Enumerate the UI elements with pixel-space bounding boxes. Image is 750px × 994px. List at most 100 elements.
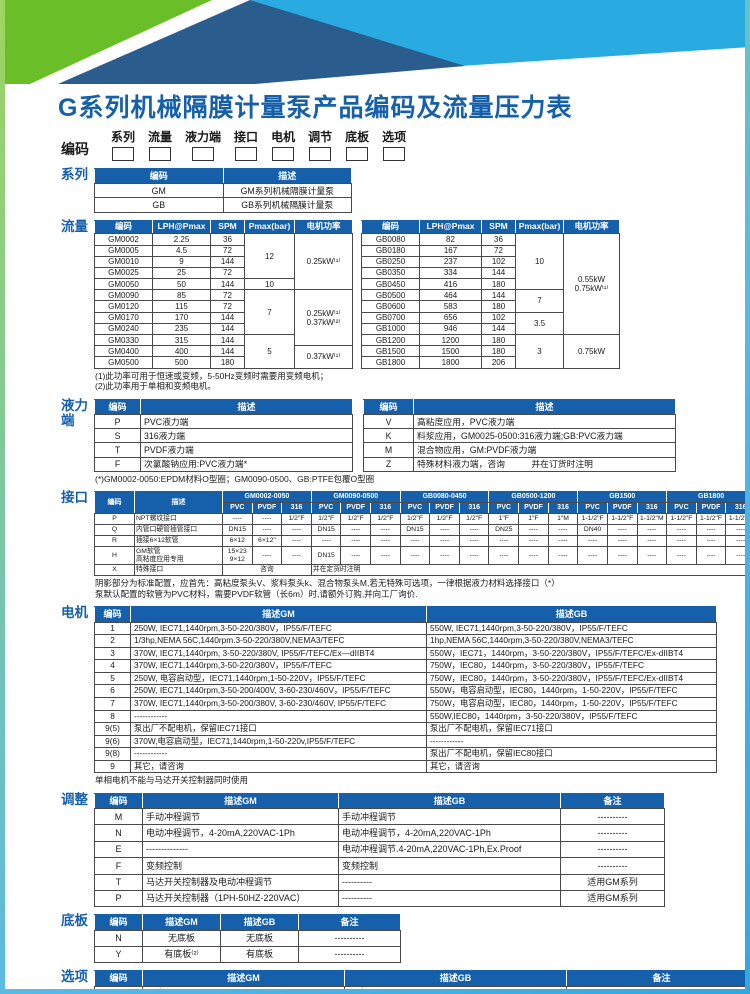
table-cell: 3 [515,334,564,369]
column-header: 描述GM [142,914,221,931]
table-cell: 8 [94,709,131,724]
table-cell: ---- [458,534,490,547]
table-cell: 750W，电容启动型，IEC80，1440rpm，1-50-220V，IP55/… [426,697,717,711]
table-cell: ---- [725,534,745,547]
table-cell: ---- [340,534,372,547]
column-header: GM0002-0050 [222,491,312,504]
table-cell: T [94,873,143,891]
table-cell: GB0450 [361,278,420,291]
column-header: 备注 [560,792,665,810]
table-cell: GB0700 [361,311,420,324]
interface-note-1: 阴影部分为标准配置，应首先：高粘度泵头V、浆料泵头k、混合物泵头M,若无特殊可选… [95,578,560,589]
table-row: GM0025 25 72 [94,266,353,280]
table-cell: ---- [547,534,579,547]
table-row: 3 370W, IEC71,1440rpm, 3-50-220/380V, IP5… [94,646,717,661]
table-cell: 电动冲程调节，4-20mA,220VAC-1Ph [338,824,561,842]
table-cell: 144 [210,311,245,324]
table-cell: 0.25kW⁽¹⁾ [294,233,353,291]
table-cell: DN15 [310,524,342,536]
table-cell: 144 [210,255,245,268]
table-cell: 36 [210,233,245,246]
code-field-liquid-end: 液力端 [185,128,221,161]
table-cell: 1800 [419,356,482,369]
table-row: GB0350 334 144 [361,266,620,280]
table-row: V 高粘度应用，PVC液力端 [363,414,676,430]
table-cell: 3.5 [515,311,564,336]
table-row: 编码 描述GM 描述GB 备注 [94,914,401,931]
table-cell: NPT螺纹接口 [134,513,223,526]
code-field-label: 系列 [111,130,136,144]
column-header: 编码 [94,219,153,235]
table-row: GB0180 167 72 [361,244,620,257]
table-row: H GM软管 高粘度应用专用 15×23 9×12 ---- ---- DN15 ---- -… [94,545,745,566]
options-section-label: 选项 [61,969,88,985]
table-cell: ---- [577,534,608,547]
column-header: 描述 [222,167,352,185]
table-cell: 370W,电容启动型，IEC71,1440rpm,1-50-220v,IP55/… [130,734,427,749]
table-cell: 180 [481,300,516,313]
hydraulic-note: (*)GM0002-0050:EPDM材料O型圈；GM0090-0500、GB:… [95,473,375,484]
table-cell: ---- [695,524,727,536]
column-header: 316 [281,502,312,515]
table-cell: GM软管 高粘度应用专用 [134,545,223,566]
column-header: GB0080-0450 [399,491,490,504]
table-cell: GM0025 [94,266,153,280]
table-cell: 9(5) [94,722,131,736]
table-row: Q 内管口硬管插管接口 DN15 ---- ---- DN15 ---- ---- DN15 --… [94,524,745,536]
table-row: 9 其它，请咨询 其它，请咨询 [94,759,717,774]
table-cell: ---------- [566,985,745,989]
motor-section-label: 电机 [61,605,88,621]
hydraulic-section: 液力端 编码 描述 P PVC液力端 S 316液力端 T PVDF液力端 F 次氯酸钠应用:P… [5,398,745,484]
table-cell: ---- [429,545,460,566]
code-field-label: 调节 [308,130,333,144]
code-field-flow: 流量 [148,128,172,161]
table-cell: Y [94,945,143,964]
table-row: M 混合物应用，GM:PVDF液力端 [363,442,676,458]
table-cell: 10 [244,278,295,291]
table-cell: 5 [244,334,295,369]
table-cell: 550W，电容启动型，IEC80，1440rpm，1-50-220V，IP55/… [426,684,717,698]
flow-note-1: (1)此功率可用于恒速或变频，5-50Hz变频时需要用变频电机； [95,370,329,381]
table-cell: GB1800 [361,356,420,369]
table-cell: M [363,442,414,458]
table-cell: ---------- [338,873,561,891]
table-row: GM0005 4.5 72 [94,244,353,257]
table-cell: ---- [281,545,312,566]
table-cell: 变频控制 [338,857,561,875]
table-cell: GB1200 [361,334,420,347]
table-cell: 1"F [518,513,549,526]
table-cell: ---- [636,545,668,566]
table-cell: ---- [370,524,401,536]
table-cell: 15×23 9×12 [222,545,253,566]
table-cell: X [94,564,135,577]
table-cell: 400 [152,345,211,358]
column-header: GB1500 [577,491,668,504]
table-cell: GM0170 [94,311,153,324]
table-row: GM0002 2.25 36 12 0.25kW⁽¹⁾ [94,233,353,291]
table-cell: ---- [370,545,401,566]
table-row: GB GB系列机械隔膜计量泵 [94,197,352,213]
table-cell: H [94,545,135,566]
table-cell: ---- [429,524,460,536]
table-cell: 4 [94,659,131,673]
table-cell: ---- [725,545,745,566]
table-row: N无选项无选项---------- [94,985,745,989]
column-header: 316 [370,502,401,515]
table-row: 4 370W, IEC71,1440rpm,3-50-220/380V，IP55/… [94,659,717,673]
table-row: 7 370W, IEC71,1440rpm,3-50-200/380V, 3-60… [94,697,717,711]
table-cell: 无选项 [142,985,345,989]
table-cell: 0.37kW⁽¹⁾ [294,345,353,369]
table-cell: 500 [152,356,211,369]
table-cell: 1 [94,621,131,636]
table-cell: 电动冲程调节，4-20mA,220VAC-1Ph [142,824,339,842]
table-cell: PVDF液力端 [140,442,353,458]
table-cell: ---- [577,545,608,566]
table-row: GM0240 235 144 [94,322,353,336]
table-cell: 内管口硬管插管接口 [134,524,223,536]
column-header: 描述GB [344,970,567,987]
table-row: 编码 描述GM 描述GB 备注 [94,970,745,987]
adjust-section: 调整 编码 描述GM 描述GB 备注 M 手动冲程调节 手动冲程调节 ---------- N… [5,792,745,908]
column-header: PVDF [251,502,283,515]
table-cell: ---- [340,545,372,566]
